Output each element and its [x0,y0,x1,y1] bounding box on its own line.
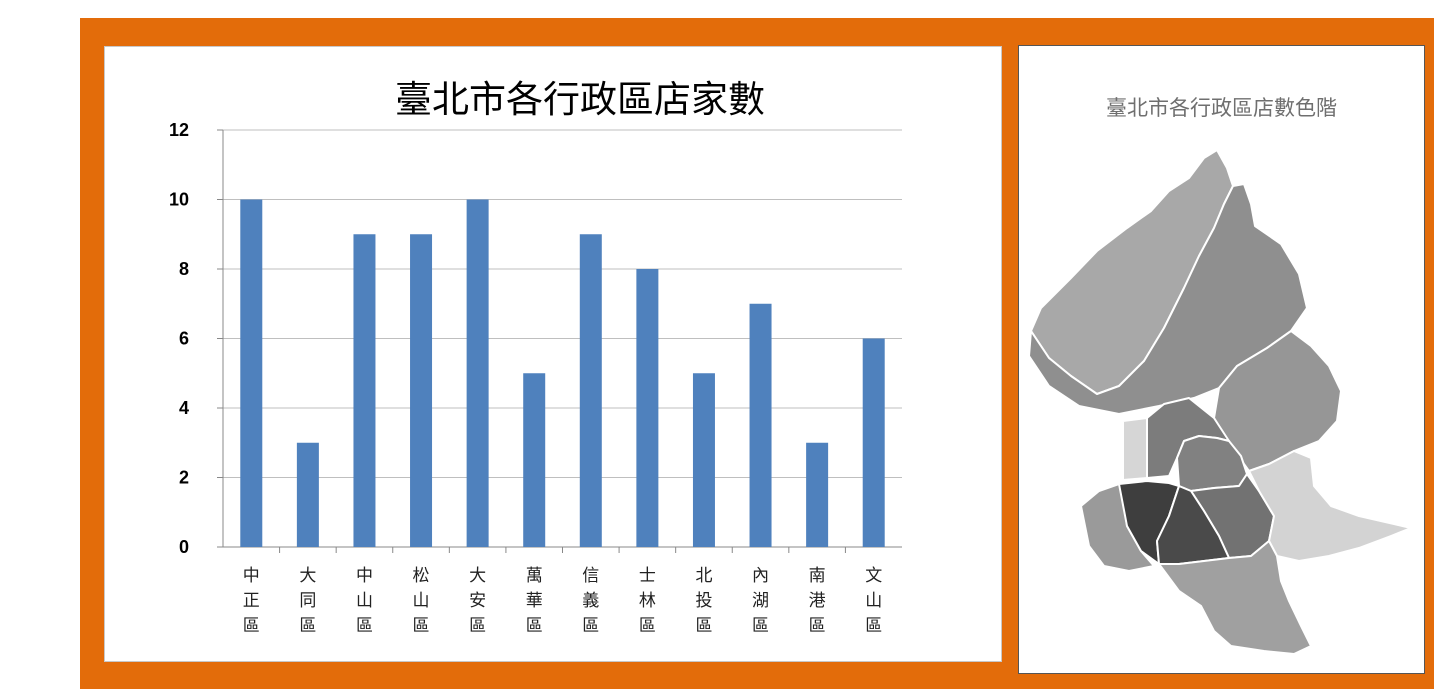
bar [579,234,602,547]
x-tick-label: 中正區 [243,566,260,636]
chart-title: 臺北市各行政區店家數 [395,78,765,121]
x-tick-label: 北投區 [695,566,712,636]
bar [692,373,715,547]
x-tick-label: 文山區 [865,566,882,636]
bar-chart: 臺北市各行政區店家數 0 2 4 6 8 10 12 中正區 大同區 中山區 松山區 大安區 萬華區 信… [169,78,902,636]
y-tick-label: 10 [169,190,189,210]
bar [806,442,829,547]
x-tick-label: 中山區 [356,566,373,636]
bar [296,442,319,547]
map-district-datong [1122,417,1148,481]
bar [523,373,546,547]
x-tick-label: 南港區 [809,566,826,636]
x-tick-label: 松山區 [413,566,430,636]
x-tick-label: 大安區 [469,566,486,636]
taipei-district-map [1028,149,1412,655]
x-tick-label: 大同區 [299,566,316,636]
y-tick-label: 8 [179,259,189,279]
y-tick-label: 0 [179,537,189,557]
bar [410,234,433,547]
x-tick-label: 內湖區 [752,566,769,636]
bar-chart-panel: 臺北市各行政區店家數 0 2 4 6 8 10 12 中正區 大同區 中山區 松山區 大安區 萬華區 信… [104,46,1002,662]
map-district-wenshan [1158,540,1312,655]
bar [466,199,489,547]
bar [240,199,263,547]
y-tick-label: 4 [179,398,189,418]
y-tick-label: 6 [179,329,189,349]
bar [636,269,659,547]
district-map-panel: 臺北市各行政區店數色階 [1018,45,1425,674]
x-tick-label: 信義區 [582,566,599,636]
bar [749,303,772,547]
x-tick-label: 士林區 [639,566,656,636]
bar [353,234,376,547]
y-tick-label: 2 [179,468,189,488]
bar [862,338,885,547]
y-tick-label: 12 [169,120,189,140]
map-district-nangang [1248,450,1412,562]
x-tick-label: 萬華區 [526,566,543,636]
map-title: 臺北市各行政區店數色階 [1106,96,1337,120]
map-district-shilin [1028,183,1308,415]
